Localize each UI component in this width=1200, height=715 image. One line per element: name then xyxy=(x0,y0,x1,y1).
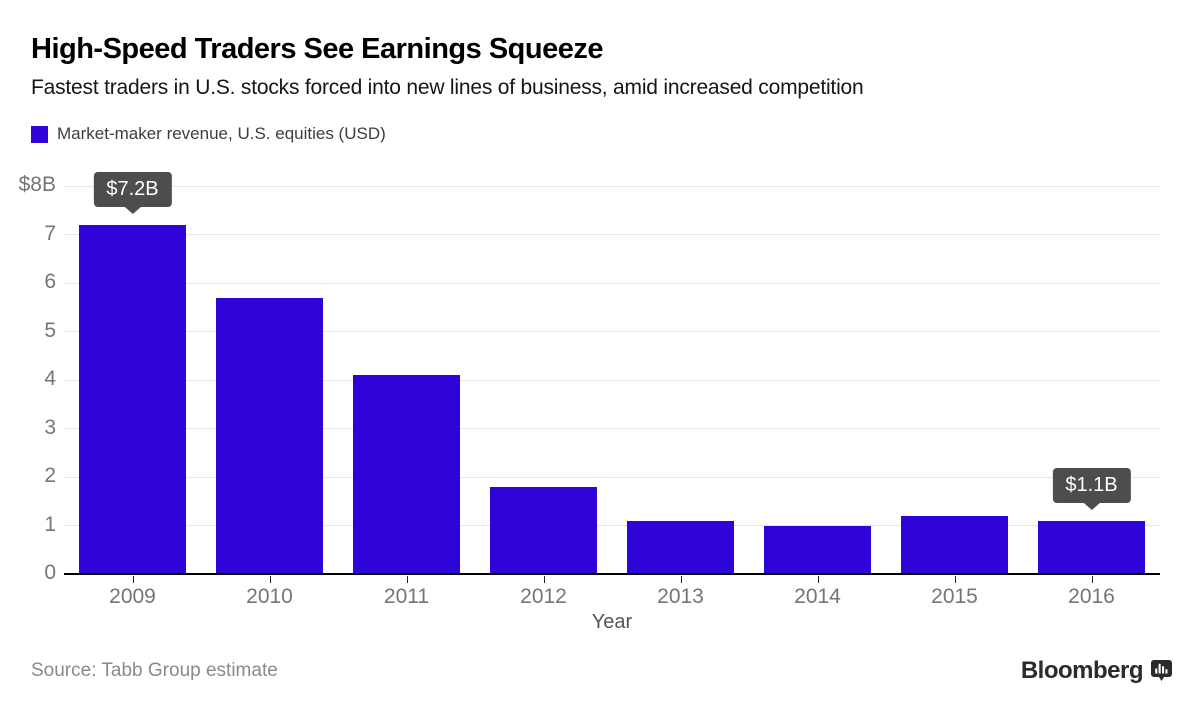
x-axis-tick-label: 2012 xyxy=(520,585,567,608)
y-axis-tick-label: 6 xyxy=(44,270,56,293)
value-callout-2016: $1.1B xyxy=(1052,467,1131,503)
y-gridline xyxy=(64,476,1160,478)
chart-subtitle: Fastest traders in U.S. stocks forced in… xyxy=(31,76,864,99)
bar-2014 xyxy=(764,525,871,574)
x-axis-tick-label: 2013 xyxy=(657,585,704,608)
x-axis-tick-label: 2010 xyxy=(246,585,293,608)
y-gridline xyxy=(64,331,1160,332)
x-axis-tick xyxy=(406,576,408,583)
bloomberg-wordmark: Bloomberg xyxy=(1020,657,1144,684)
x-axis-tick xyxy=(269,576,271,583)
legend-swatch xyxy=(31,125,48,143)
y-axis-tick-label: $8B xyxy=(18,173,56,196)
y-gridline xyxy=(64,525,1160,526)
bar-2012 xyxy=(490,486,597,574)
value-callout-2009: $7.2B xyxy=(93,171,172,207)
y-axis-tick-label: 3 xyxy=(44,415,56,439)
x-axis-tick xyxy=(680,576,682,583)
x-axis-tick-label: 2014 xyxy=(794,585,841,608)
bar-2015 xyxy=(901,515,1008,574)
bar-2010 xyxy=(216,297,323,574)
y-gridline xyxy=(64,234,1160,235)
chart-title: High-Speed Traders See Earnings Squeeze xyxy=(31,33,603,65)
y-axis-tick-label: 0 xyxy=(44,561,56,584)
x-axis-tick xyxy=(132,576,134,583)
legend: Market-maker revenue, U.S. equities (USD… xyxy=(31,124,386,144)
legend-label: Market-maker revenue, U.S. equities (USD… xyxy=(57,124,386,143)
y-gridline xyxy=(64,379,1160,381)
bar-2011 xyxy=(353,375,460,574)
bar-2016 xyxy=(1038,520,1145,574)
x-axis-tick-label: 2009 xyxy=(109,585,156,608)
y-axis-tick-label: 7 xyxy=(44,221,56,245)
y-gridline xyxy=(64,428,1160,429)
y-axis-tick-label: 2 xyxy=(44,464,56,487)
source-note: Source: Tabb Group estimate xyxy=(31,660,278,681)
x-axis-tick xyxy=(817,576,819,583)
x-axis-tick-label: 2016 xyxy=(1068,585,1115,608)
bar-2009 xyxy=(79,224,186,574)
x-axis-tick-label: 2011 xyxy=(383,585,430,608)
x-axis-baseline xyxy=(64,573,1160,575)
x-axis-tick xyxy=(954,576,956,583)
y-axis-tick-label: 1 xyxy=(44,512,56,536)
y-axis-tick-label: 5 xyxy=(44,318,56,342)
bar-chart-plot: 0 1 2 3 4 5 6 7 $8B 2009 2010 2011 2012 2013 2014 2015 2… xyxy=(0,165,1200,635)
x-axis-tick-label: 2015 xyxy=(931,585,978,608)
y-gridline xyxy=(64,185,1160,187)
x-axis-title: Year xyxy=(591,611,633,633)
y-gridline xyxy=(64,282,1160,284)
x-axis-tick xyxy=(1091,576,1093,583)
x-axis-tick xyxy=(543,576,545,583)
y-axis-tick-label: 4 xyxy=(44,367,56,390)
bloomberg-logo: Bloomberg xyxy=(1021,657,1172,685)
bloomberg-bars-badge-icon xyxy=(1151,659,1172,681)
bar-2013 xyxy=(627,520,734,574)
